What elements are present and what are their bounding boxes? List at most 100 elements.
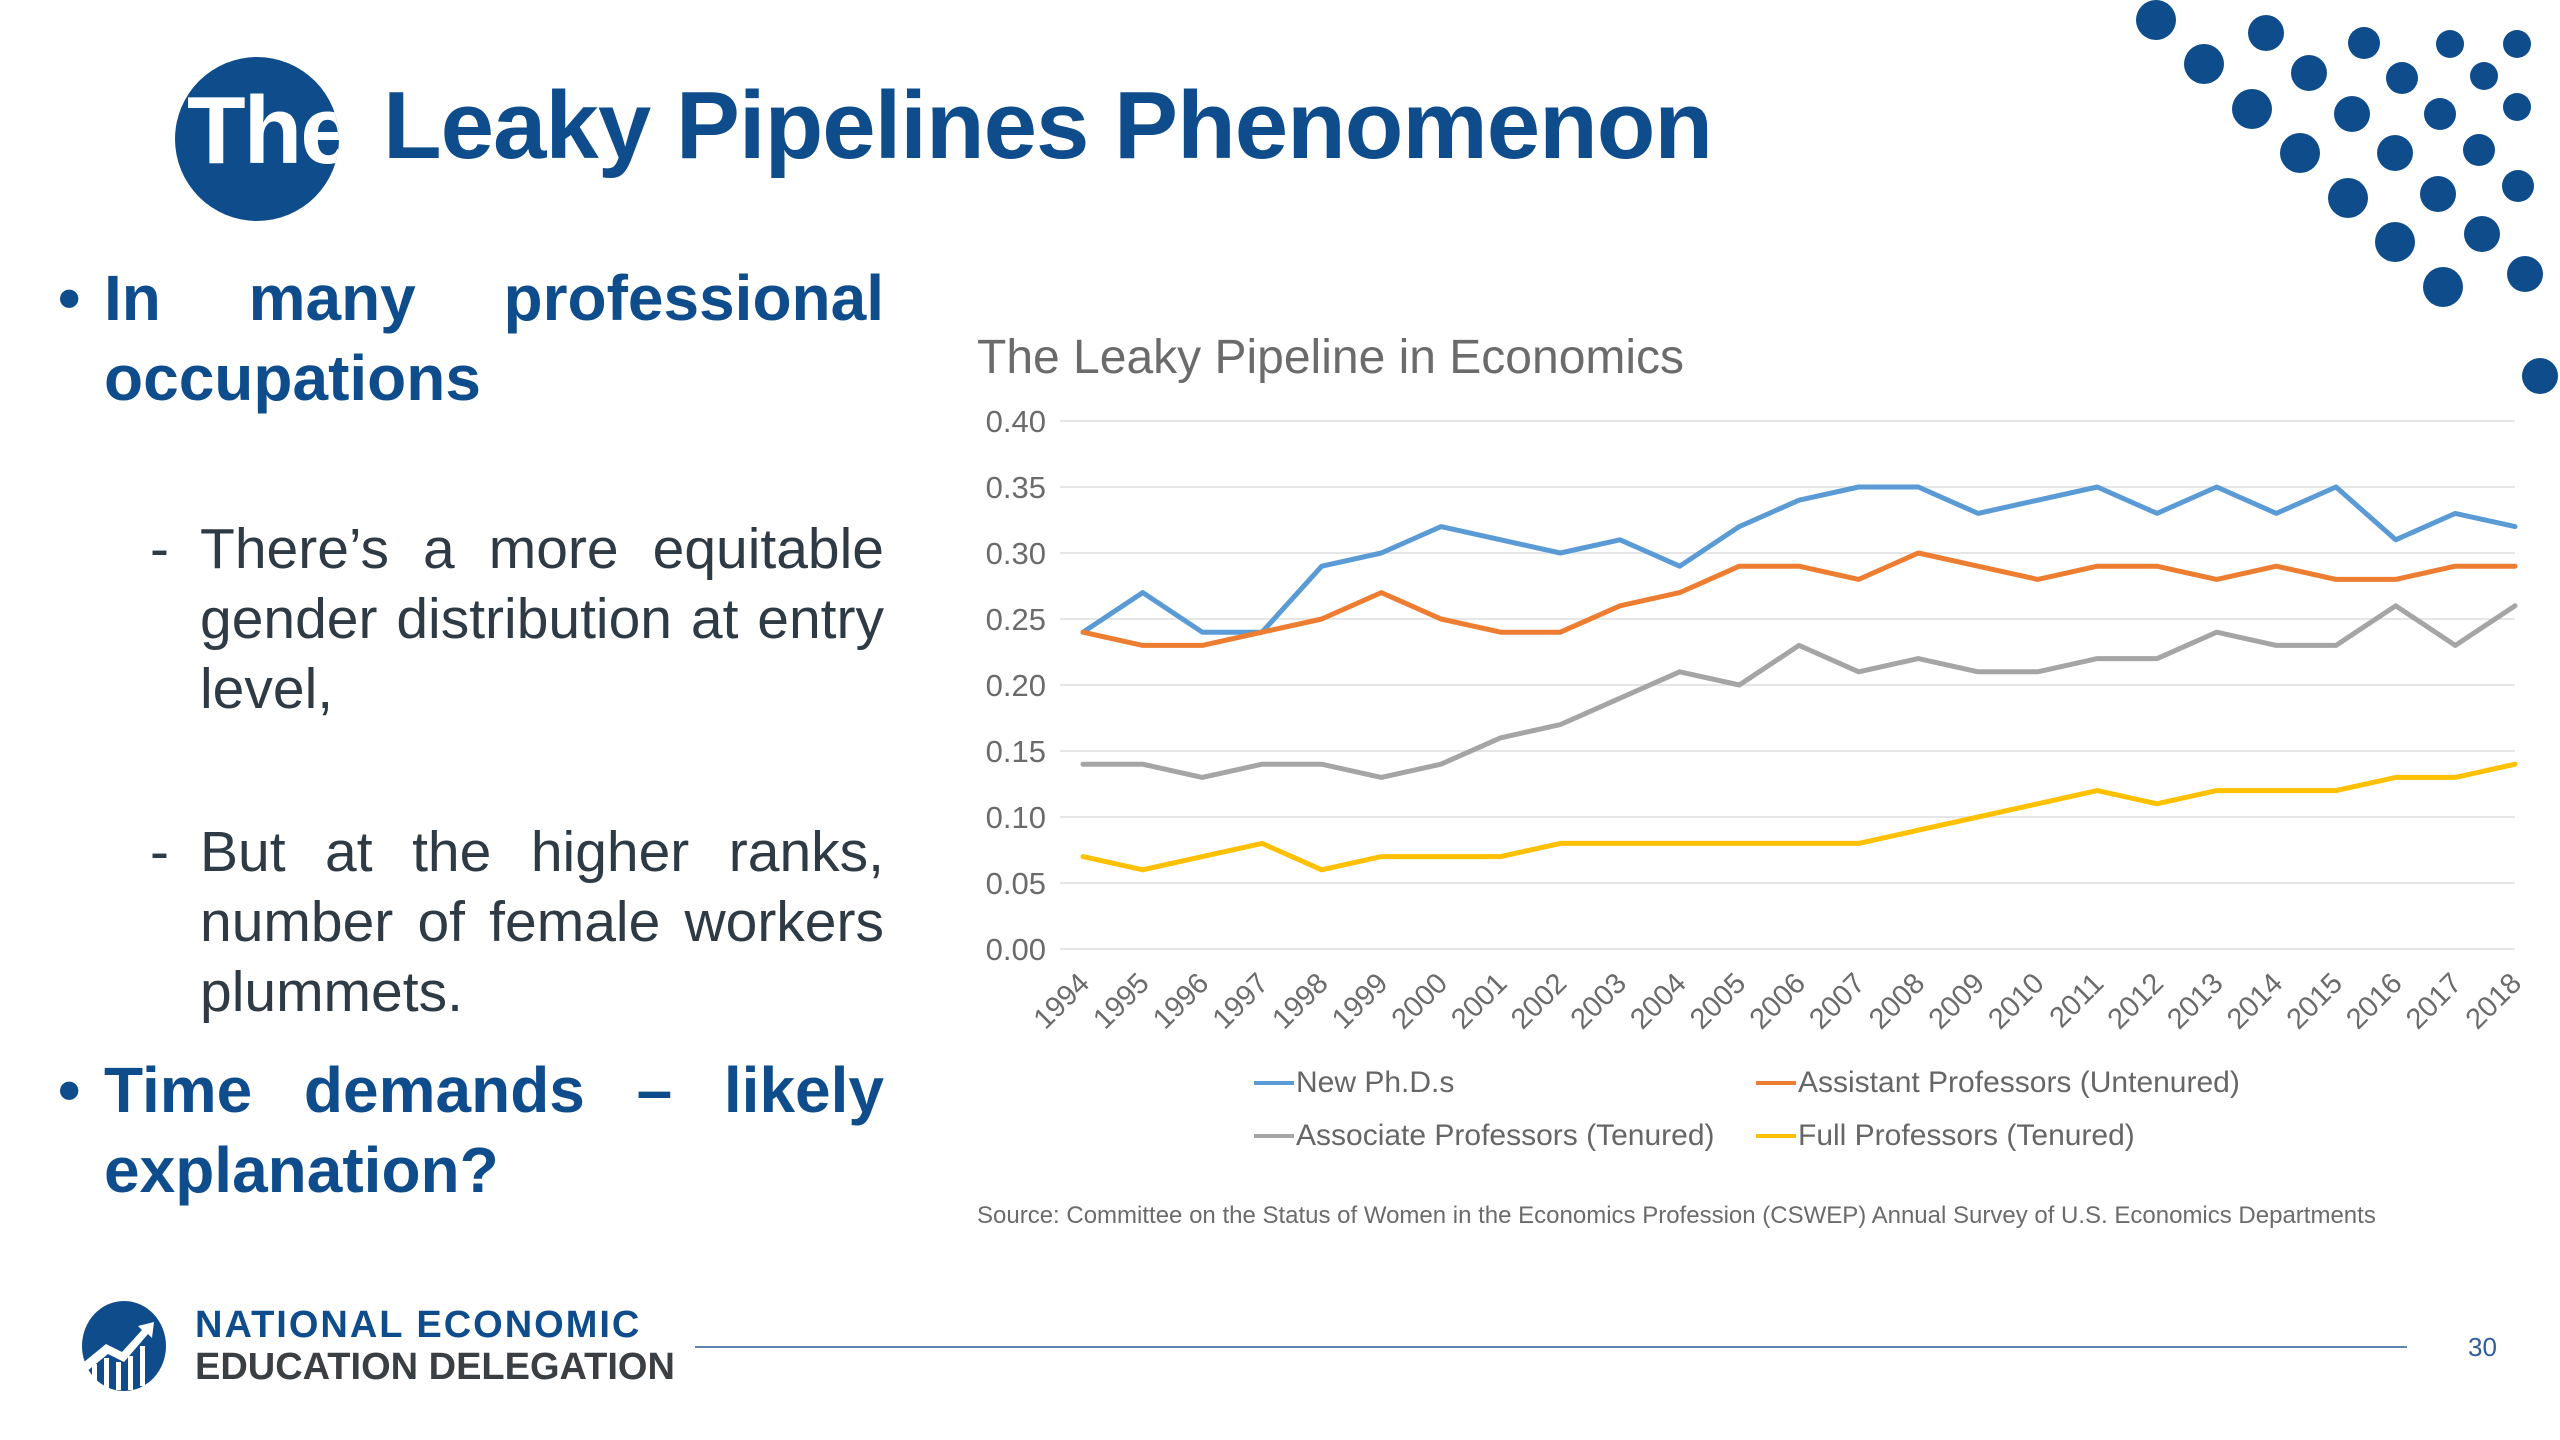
x-tick-label: 2014 [2221, 967, 2289, 1035]
legend-swatch [1254, 1081, 1294, 1085]
x-tick-label: 2018 [2460, 967, 2528, 1035]
x-tick-label: 2004 [1624, 967, 1692, 1035]
x-tick-label: 2017 [2400, 967, 2468, 1035]
y-tick-label: 0.15 [986, 734, 1046, 769]
sub-bullet-1: - There’s a more equitable gender distri… [150, 514, 884, 724]
series-line-associate-professors-tenured [1080, 603, 2518, 780]
series-line-assistant-professors-untenured [1080, 550, 2518, 648]
decorative-dot [2522, 358, 2558, 394]
decorative-dot [2184, 44, 2224, 84]
x-tick-label: 2008 [1863, 967, 1931, 1035]
legend-label: Associate Professors (Tenured) [1296, 1119, 1715, 1152]
grid-lines [1060, 420, 2515, 950]
legend-item-assistant-professors: Assistant Professors (Untenured) [1756, 1066, 2240, 1100]
x-tick-label: 2010 [1982, 967, 2050, 1035]
legend-swatch [1756, 1134, 1796, 1138]
decorative-dot [2377, 135, 2413, 171]
x-tick-label: 2002 [1505, 967, 1573, 1035]
bullet-marker: • [58, 262, 81, 334]
decorative-dot [2248, 15, 2284, 51]
decorative-dot [2423, 267, 2463, 307]
decorative-dot [2436, 30, 2464, 58]
x-tick-label: 2003 [1565, 967, 1633, 1035]
slide-title: Leaky Pipelines Phenomenon [383, 72, 1713, 179]
y-tick-label: 0.35 [986, 470, 1046, 505]
decorative-dot [2334, 96, 2370, 132]
x-tick-label: 2015 [2281, 967, 2349, 1035]
legend-label: Assistant Professors (Untenured) [1798, 1066, 2240, 1099]
decorative-dot [2463, 134, 2495, 166]
series-line-new-ph-d-s [1080, 484, 2518, 635]
bullet-main-2: • Time demands – likely explanation? [58, 1050, 884, 1210]
x-tick-label: 2009 [1923, 967, 1991, 1035]
decorative-dot [2420, 176, 2456, 212]
x-tick-label: 2005 [1684, 967, 1752, 1035]
x-tick-label: 2001 [1445, 967, 1513, 1035]
sub-bullet-text: There’s a more equitable gender distribu… [200, 517, 884, 721]
decorative-dot [2470, 62, 2498, 90]
sub-bullet-text: But at the higher ranks, number of femal… [200, 820, 884, 1024]
chart-source-note: Source: Committee on the Status of Women… [977, 1202, 2376, 1229]
legend-swatch [1254, 1134, 1294, 1138]
x-tick-label: 1998 [1266, 967, 1334, 1035]
x-tick-label: 2016 [2340, 967, 2408, 1035]
decorative-dot [2424, 98, 2456, 130]
bullet-marker: • [58, 1054, 81, 1126]
legend-swatch [1756, 1081, 1796, 1085]
series-line-full-professors-tenured [1080, 761, 2518, 873]
decorative-dot [2232, 89, 2272, 129]
page-number: 30 [2468, 1332, 2497, 1362]
decorative-dot [2503, 93, 2531, 121]
footer-org-name-line2: EDUCATION DELEGATION [195, 1346, 675, 1388]
x-tick-label: 2011 [2044, 967, 2111, 1034]
x-tick-label: 1994 [1028, 967, 1096, 1035]
sub-bullet-marker: - [150, 517, 169, 581]
x-axis-ticks: 1994199519961997199819992000200120022003… [1028, 967, 2528, 1035]
x-tick-label: 2006 [1744, 967, 1812, 1035]
sub-bullet-2: - But at the higher ranks, number of fem… [150, 817, 884, 1027]
y-tick-label: 0.40 [986, 404, 1046, 439]
decorative-dot [2503, 30, 2531, 58]
need-logo-icon [82, 1301, 166, 1391]
x-tick-label: 1997 [1207, 967, 1275, 1035]
sub-bullet-marker: - [150, 820, 169, 884]
x-tick-label: 2007 [1803, 967, 1871, 1035]
bullet-text: Time demands – likely explanation? [104, 1054, 884, 1206]
x-tick-label: 1999 [1326, 967, 1394, 1035]
y-tick-label: 0.10 [986, 800, 1046, 835]
y-axis-ticks: 0.00 0.05 0.10 0.15 0.20 0.25 0.30 0.35 0.40 [986, 404, 1046, 967]
x-tick-label: 2000 [1386, 967, 1454, 1035]
y-tick-label: 0.00 [986, 932, 1046, 967]
x-tick-label: 1996 [1147, 967, 1215, 1035]
footer-org-name-line1: NATIONAL ECONOMIC [195, 1304, 642, 1346]
decorative-dot [2136, 0, 2176, 40]
series-lines [1080, 484, 2518, 873]
title-prefix: The [187, 77, 339, 184]
legend-item-new-phds: New Ph.D.s [1254, 1066, 1454, 1100]
y-tick-label: 0.05 [986, 866, 1046, 901]
legend-label: Full Professors (Tenured) [1798, 1119, 2135, 1152]
decorative-dot [2348, 27, 2380, 59]
decorative-dot [2328, 178, 2368, 218]
decorative-dot [2375, 222, 2415, 262]
decorative-dot [2291, 55, 2327, 91]
legend-item-associate-professors: Associate Professors (Tenured) [1254, 1119, 1715, 1153]
bullet-main-1: • In many professional occupations [58, 258, 884, 418]
chart-title: The Leaky Pipeline in Economics [977, 331, 1685, 384]
decorative-dot [2464, 216, 2500, 252]
y-tick-label: 0.25 [986, 602, 1046, 637]
x-tick-label: 2013 [2161, 967, 2229, 1035]
y-tick-label: 0.30 [986, 536, 1046, 571]
footer-divider [695, 1346, 2407, 1348]
x-tick-label: 1995 [1087, 967, 1155, 1035]
decorative-dot [2507, 256, 2543, 292]
bullet-text: In many professional occupations [104, 262, 884, 414]
legend-label: New Ph.D.s [1296, 1066, 1455, 1099]
x-tick-label: 2012 [2102, 967, 2170, 1035]
decorative-dot [2502, 170, 2534, 202]
decorative-dots [2136, 0, 2558, 394]
y-tick-label: 0.20 [986, 668, 1046, 703]
decorative-dot [2386, 62, 2418, 94]
title-circle-badge: The [175, 57, 339, 221]
